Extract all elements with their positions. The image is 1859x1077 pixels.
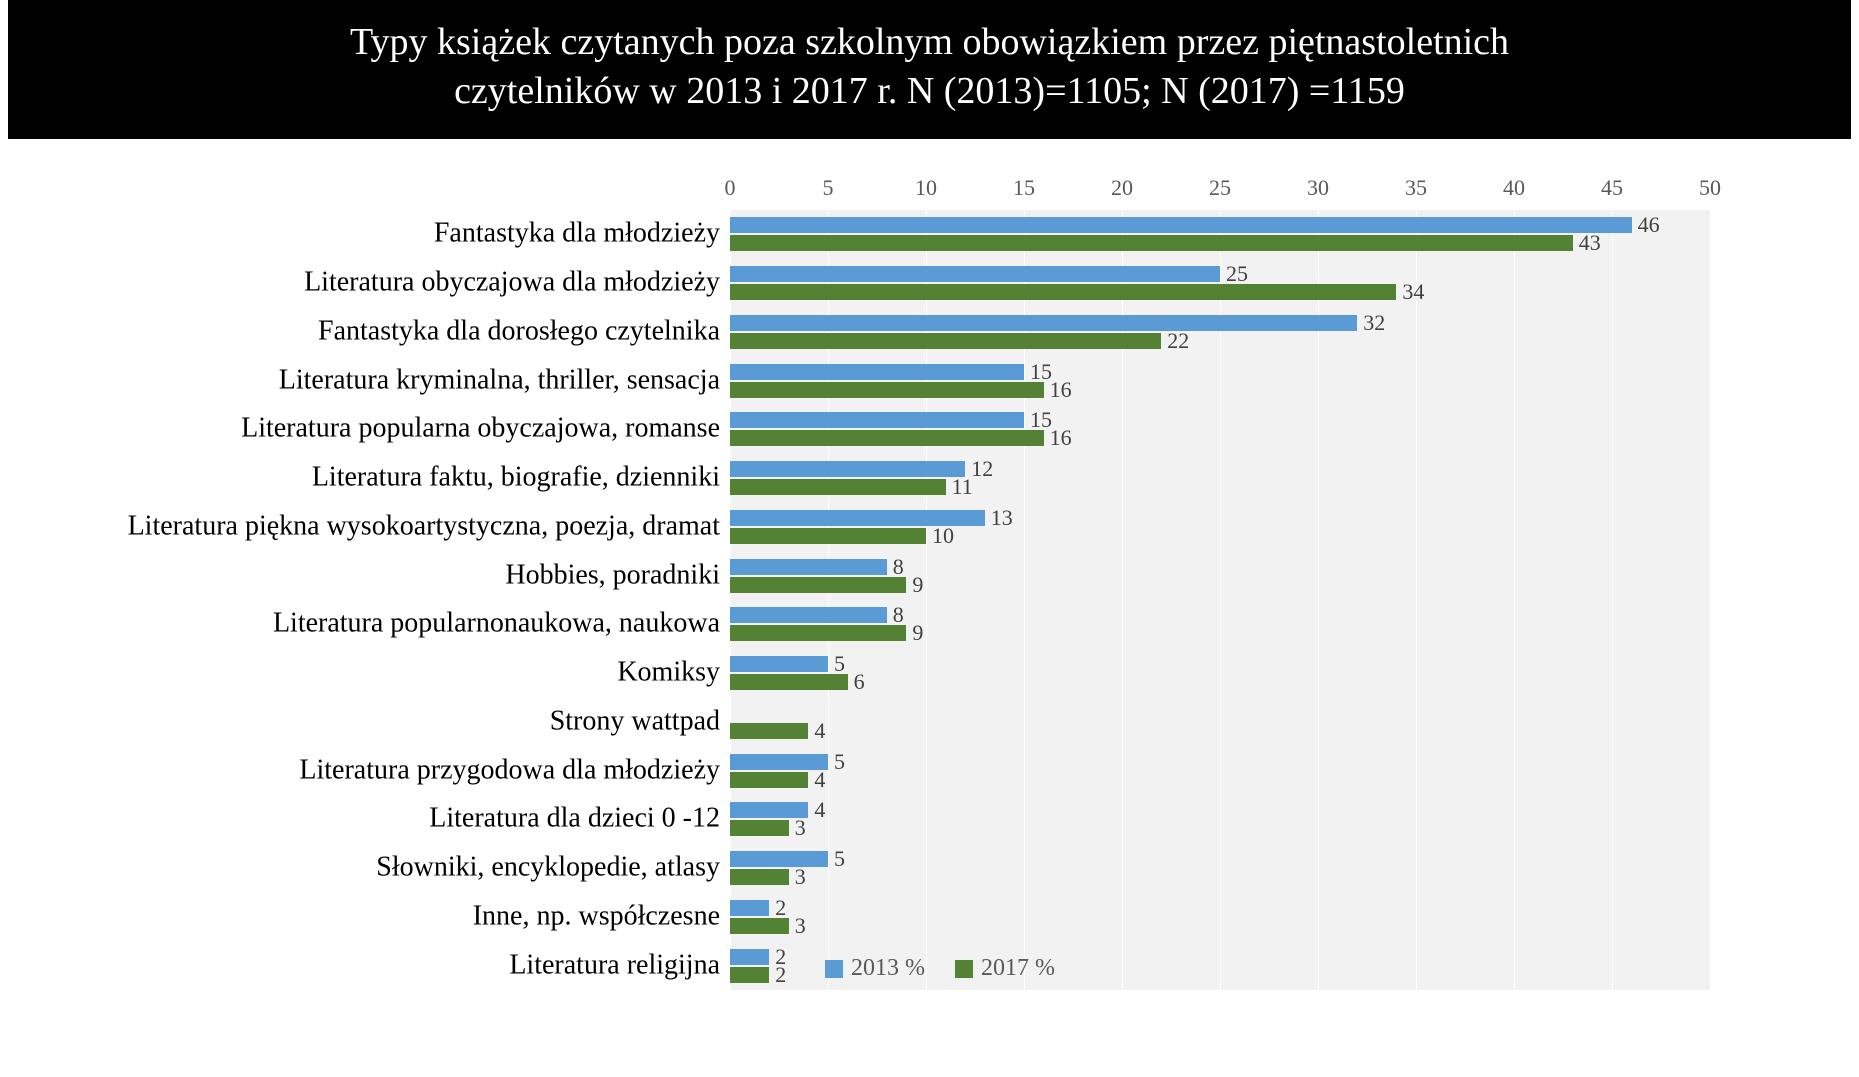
bar-value-label: 4: [808, 718, 825, 744]
legend: 2013 % 2017 %: [825, 955, 1055, 982]
x-tick-label: 40: [1503, 175, 1525, 201]
gridline: [1710, 210, 1711, 990]
x-tick-label: 30: [1307, 175, 1329, 201]
x-tick-label: 35: [1405, 175, 1427, 201]
bar-value-label: 5: [828, 846, 845, 872]
bar-2013: 8: [730, 607, 887, 623]
legend-item-2017: 2017 %: [955, 955, 1055, 982]
bar-2017: 4: [730, 723, 808, 739]
category-label: Literatura kryminalna, thriller, sensacj…: [100, 365, 720, 396]
category-label: Fantastyka dla młodzieży: [100, 219, 720, 250]
bars-layer: 4643253432221516151612111310898956454435…: [730, 210, 1710, 990]
legend-swatch-2013: [825, 960, 843, 978]
bar-value-label: 2: [769, 962, 786, 988]
bar-2013: 5: [730, 851, 828, 867]
legend-label-2013: 2013 %: [851, 955, 925, 982]
category-label: Strony wattpad: [100, 706, 720, 737]
bar-2013: 2: [730, 949, 769, 965]
chart-title-line-1: Typy książek czytanych poza szkolnym obo…: [48, 18, 1811, 67]
bar-value-label: 32: [1357, 310, 1385, 336]
bar-2017: 3: [730, 820, 789, 836]
bar-2017: 16: [730, 430, 1044, 446]
x-tick-label: 15: [1013, 175, 1035, 201]
bar-value-label: 13: [985, 505, 1013, 531]
category-label: Literatura obyczajowa dla młodzieży: [100, 268, 720, 299]
bar-2017: 2: [730, 967, 769, 983]
x-tick-label: 50: [1699, 175, 1721, 201]
bar-value-label: 16: [1044, 425, 1072, 451]
page: Typy książek czytanych poza szkolnym obo…: [0, 0, 1859, 1077]
x-tick-label: 20: [1111, 175, 1133, 201]
legend-swatch-2017: [955, 960, 973, 978]
bar-2017: 34: [730, 284, 1396, 300]
bar-value-label: 3: [789, 815, 806, 841]
bar-2013: 32: [730, 315, 1357, 331]
category-label: Fantastyka dla dorosłego czytelnika: [100, 316, 720, 347]
bar-2017: 43: [730, 235, 1573, 251]
bar-2017: 16: [730, 382, 1044, 398]
bar-2013: 8: [730, 559, 887, 575]
category-label: Literatura popularnonaukowa, naukowa: [100, 609, 720, 640]
bar-2013: 15: [730, 364, 1024, 380]
category-label: Literatura popularna obyczajowa, romanse: [100, 414, 720, 445]
bar-2013: 5: [730, 656, 828, 672]
category-label: Słowniki, encyklopedie, atlasy: [100, 853, 720, 884]
bar-2017: 4: [730, 772, 808, 788]
bar-2017: 22: [730, 333, 1161, 349]
bar-2017: 3: [730, 869, 789, 885]
bar-2017: 3: [730, 918, 789, 934]
bar-2013: 12: [730, 461, 965, 477]
category-label: Literatura dla dzieci 0 -12: [100, 804, 720, 835]
chart-title-line-2: czytelników w 2013 i 2017 r. N (2013)=11…: [48, 67, 1811, 116]
category-label: Inne, np. współczesne: [100, 901, 720, 932]
legend-label-2017: 2017 %: [981, 955, 1055, 982]
chart: 05101520253035404550 Fantastyka dla młod…: [100, 160, 1780, 990]
bar-value-label: 3: [789, 913, 806, 939]
category-label: Literatura piękna wysokoartystyczna, poe…: [100, 511, 720, 542]
bar-value-label: 6: [848, 669, 865, 695]
bar-value-label: 4: [808, 797, 825, 823]
category-label: Literatura religijna: [100, 950, 720, 981]
bar-2017: 10: [730, 528, 926, 544]
bar-2013: 15: [730, 412, 1024, 428]
chart-title-bar: Typy książek czytanych poza szkolnym obo…: [8, 0, 1851, 139]
bar-2013: 46: [730, 217, 1632, 233]
bar-2017: 9: [730, 577, 906, 593]
bar-value-label: 34: [1396, 279, 1424, 305]
bar-2017: 11: [730, 479, 946, 495]
bar-2017: 9: [730, 625, 906, 641]
bar-value-label: 9: [906, 572, 923, 598]
bar-value-label: 22: [1161, 328, 1189, 354]
bar-value-label: 3: [789, 864, 806, 890]
x-tick-label: 25: [1209, 175, 1231, 201]
legend-item-2013: 2013 %: [825, 955, 925, 982]
bar-2013: 25: [730, 266, 1220, 282]
bar-2017: 6: [730, 674, 848, 690]
bar-value-label: 46: [1632, 212, 1660, 238]
bar-value-label: 4: [808, 767, 825, 793]
bar-value-label: 5: [828, 749, 845, 775]
bar-value-label: 11: [946, 474, 973, 500]
x-tick-label: 45: [1601, 175, 1623, 201]
category-axis: Fantastyka dla młodzieży Literatura obycz…: [100, 210, 720, 990]
bar-value-label: 43: [1573, 230, 1601, 256]
bar-value-label: 10: [926, 523, 954, 549]
bar-2013: 2: [730, 900, 769, 916]
category-label: Komiksy: [100, 658, 720, 689]
x-tick-label: 0: [725, 175, 736, 201]
bar-value-label: 9: [906, 620, 923, 646]
category-label: Literatura faktu, biografie, dzienniki: [100, 463, 720, 494]
x-tick-label: 5: [823, 175, 834, 201]
bar-value-label: 16: [1044, 377, 1072, 403]
x-tick-label: 10: [915, 175, 937, 201]
category-label: Literatura przygodowa dla młodzieży: [100, 755, 720, 786]
category-label: Hobbies, poradniki: [100, 560, 720, 591]
